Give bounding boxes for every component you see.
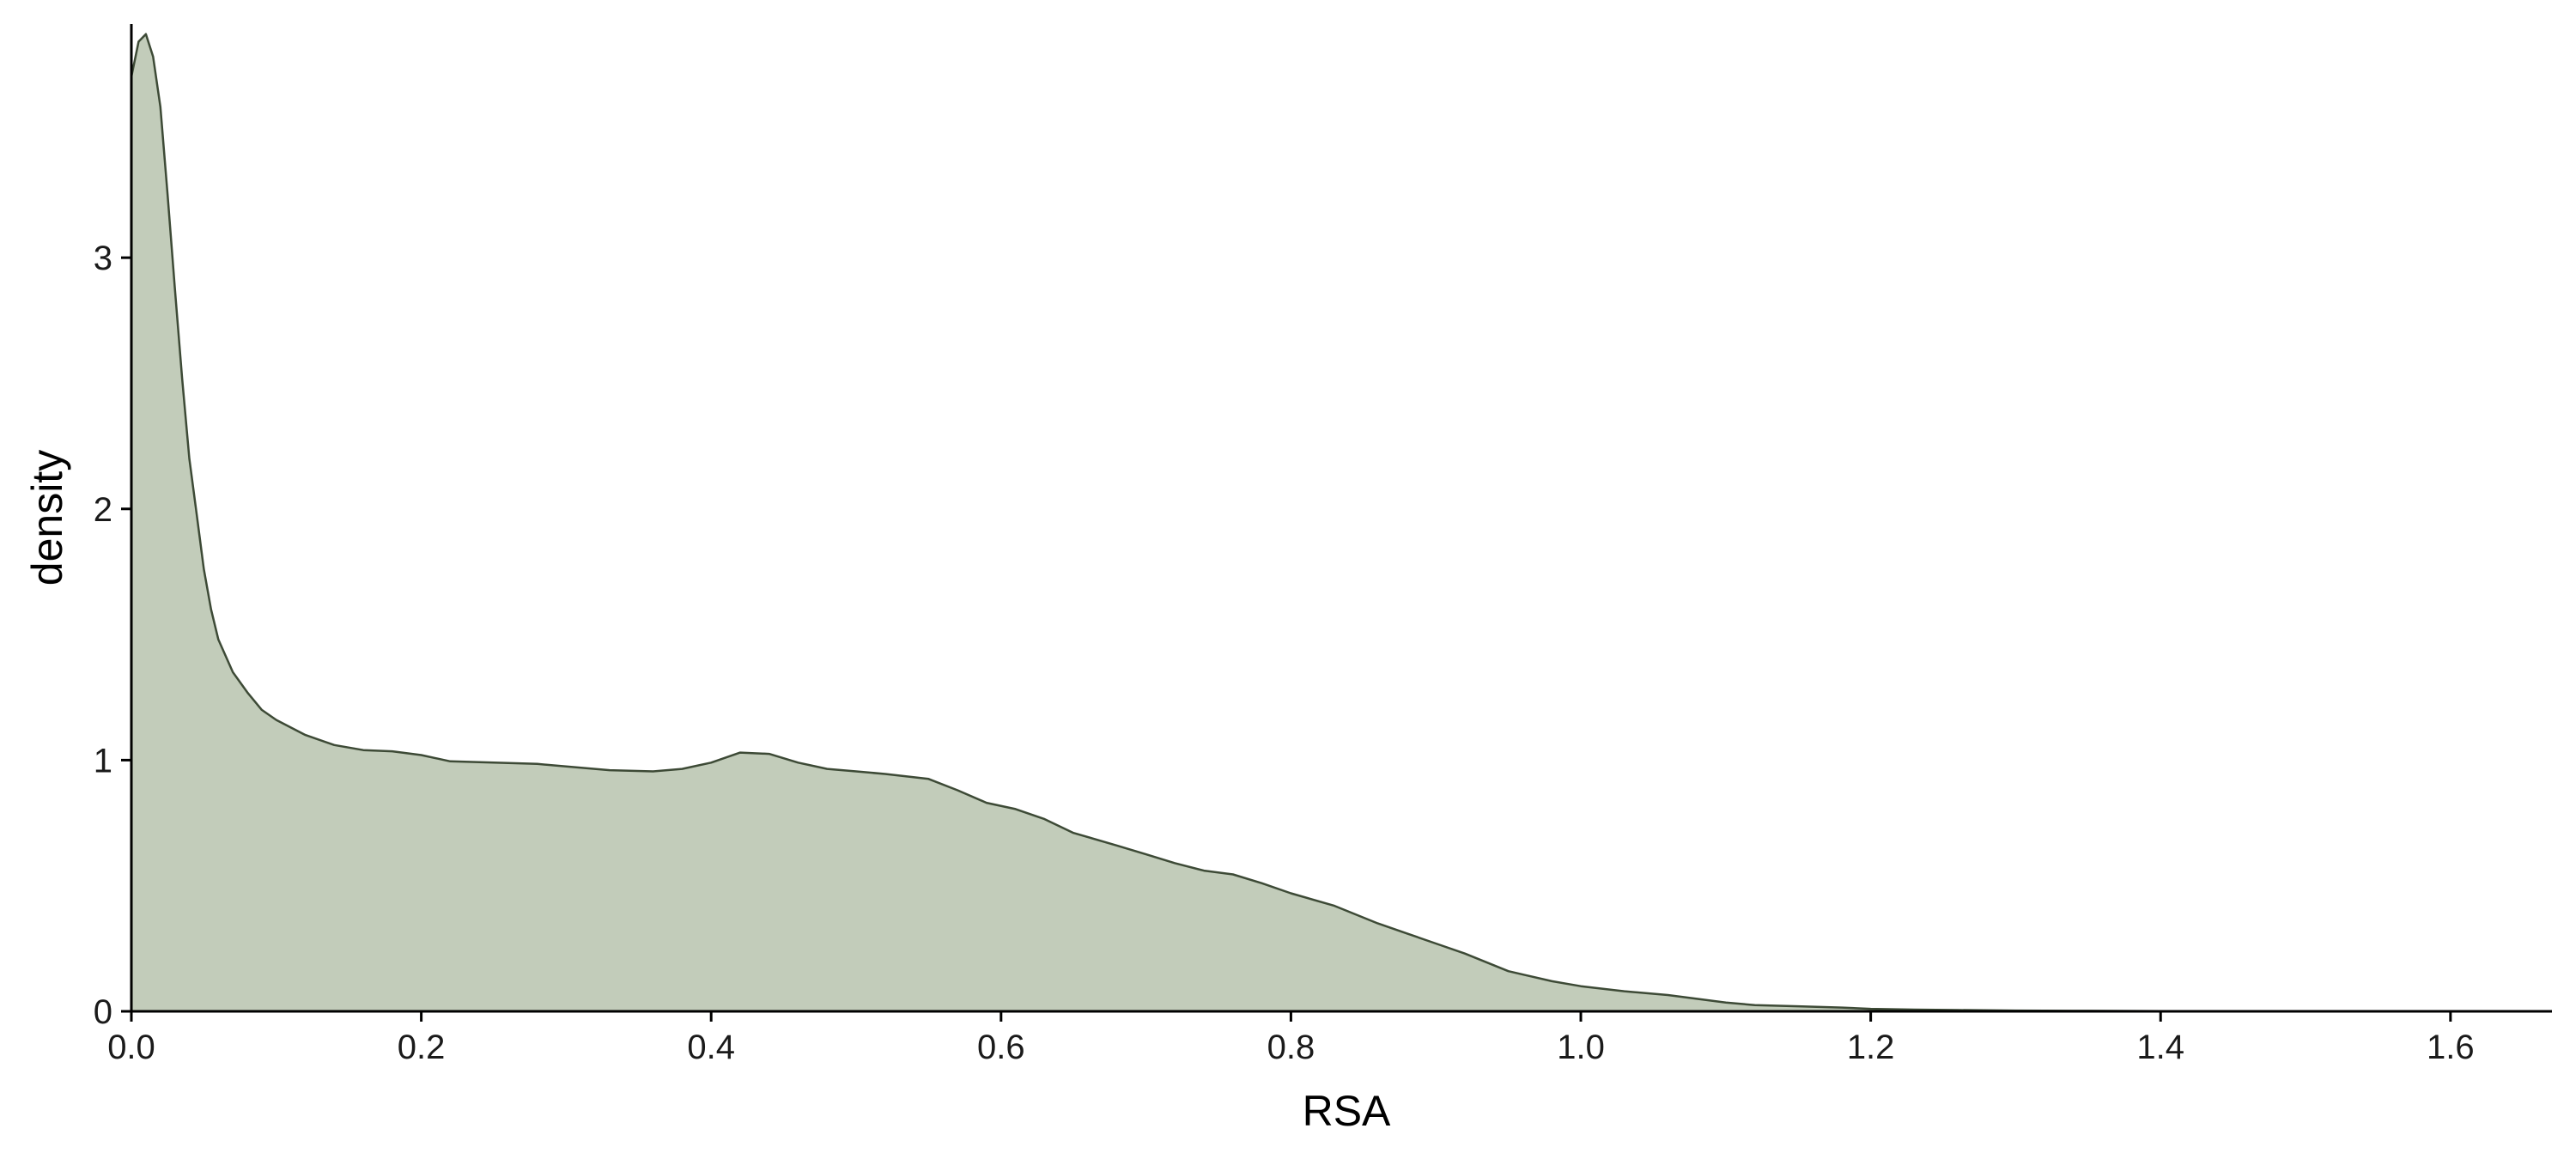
x-tick-label: 0.8 [1267, 1029, 1315, 1066]
x-axis-title: RSA [1303, 1087, 1391, 1135]
x-tick-label: 1.2 [1847, 1029, 1895, 1066]
x-tick-label: 0.2 [398, 1029, 446, 1066]
x-tick-label: 1.6 [2427, 1029, 2475, 1066]
tick-layer: 0.0 0.2 0.4 0.6 0.8 1.0 1.2 1.4 1.6 0 1 2 3 [94, 240, 2475, 1066]
x-tick-label: 1.0 [1557, 1029, 1605, 1066]
x-tick-label: 1.4 [2136, 1029, 2184, 1066]
x-tick-label: 0.0 [107, 1029, 155, 1066]
x-tick-label: 0.4 [687, 1029, 735, 1066]
density-area-fill [131, 33, 2552, 1012]
axis-layer [130, 24, 2552, 1013]
y-tick-label: 2 [94, 491, 112, 529]
density-area-layer [130, 33, 2552, 1013]
x-tick-label: 0.6 [977, 1029, 1025, 1066]
y-tick-label: 3 [94, 240, 112, 277]
y-tick-label: 1 [94, 742, 112, 780]
y-axis-title: density [23, 450, 71, 586]
y-tick-label: 0 [94, 993, 112, 1031]
density-curve-line [130, 33, 2552, 1013]
